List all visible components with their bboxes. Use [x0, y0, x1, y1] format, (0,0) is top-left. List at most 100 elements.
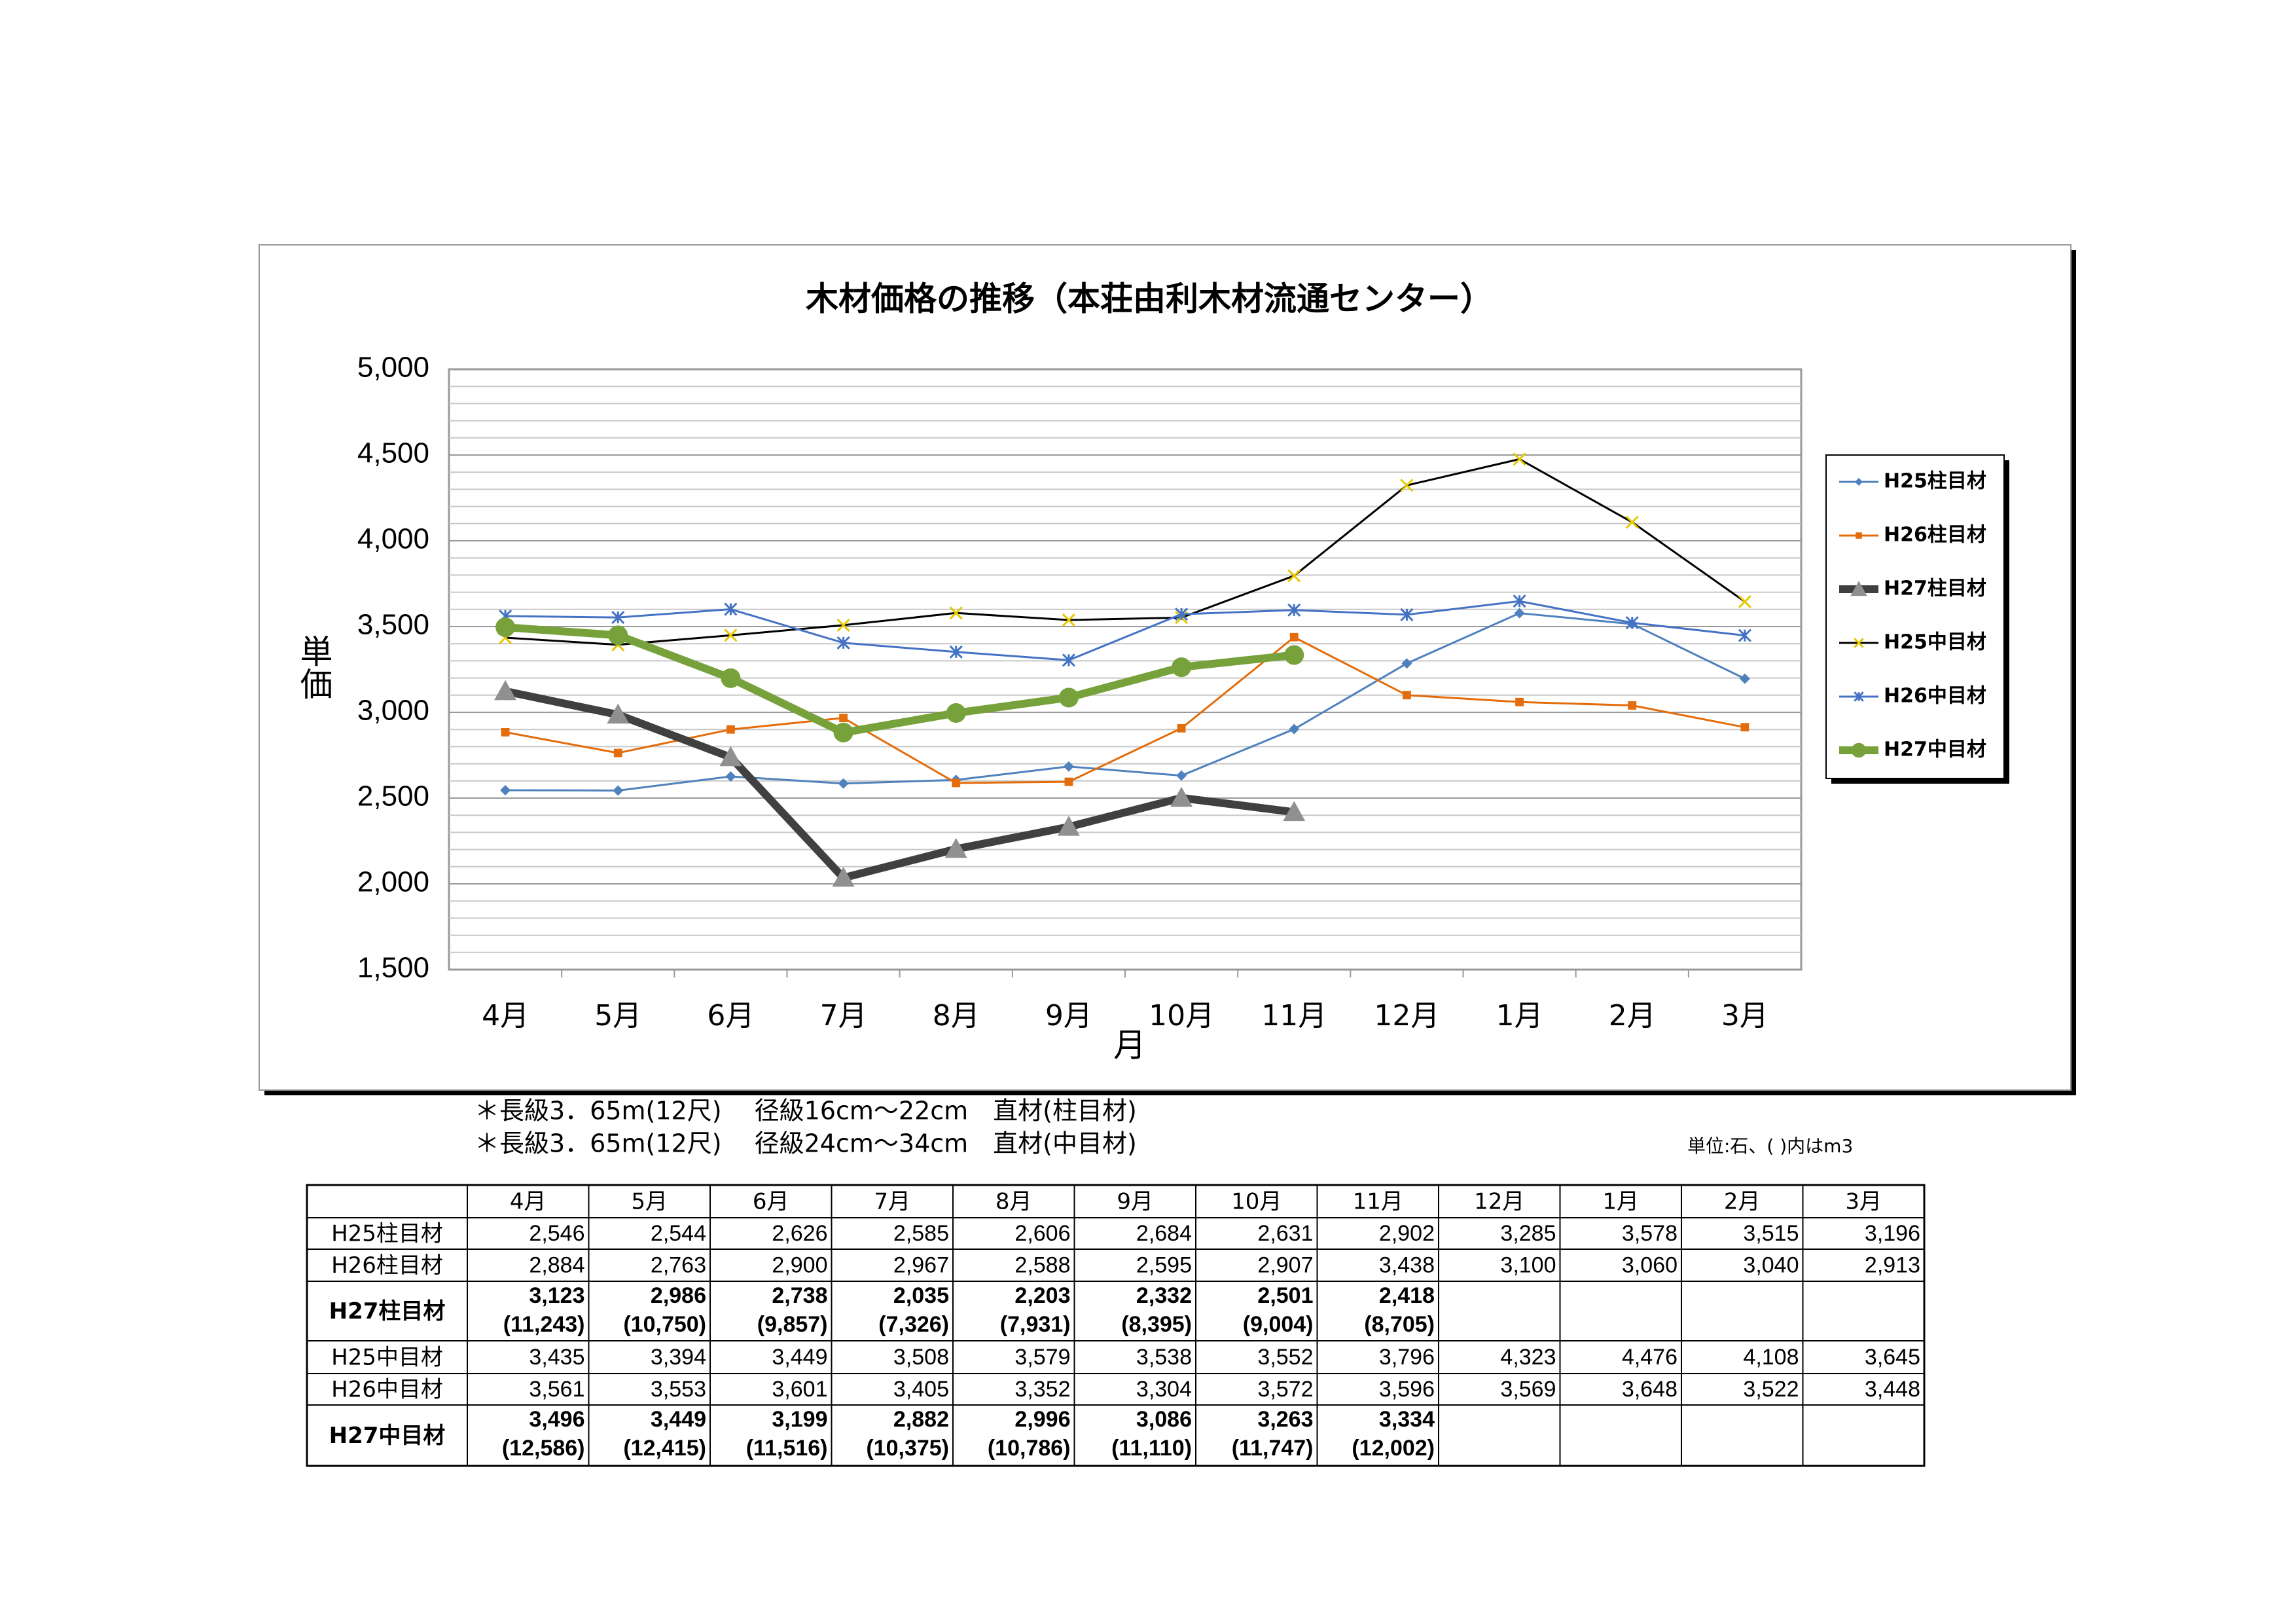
marker: [838, 778, 849, 789]
cell: 2,332: [1136, 1283, 1192, 1308]
y-tick-label: 2,000: [357, 866, 429, 898]
cell: 2,595: [1136, 1252, 1192, 1277]
legend-label: H27柱目材: [1884, 577, 1986, 600]
table-header: 2月: [1724, 1189, 1761, 1215]
cell-m3: (11,110): [1111, 1436, 1192, 1461]
cell: 3,448: [1865, 1377, 1920, 1402]
cell: 2,902: [1379, 1221, 1435, 1246]
marker: [611, 611, 625, 625]
cell-m3: (8,395): [1121, 1312, 1192, 1337]
marker: [1514, 608, 1525, 619]
unit-note: 単位:石、( )内はm3: [1687, 1135, 1853, 1157]
marker: [1401, 658, 1412, 669]
cell-m3: (7,326): [878, 1312, 949, 1337]
marker: [719, 746, 742, 767]
legend-label: H26中目材: [1884, 685, 1986, 708]
cell: 2,585: [893, 1221, 949, 1246]
marker: [607, 703, 630, 724]
cell: 3,449: [772, 1345, 827, 1370]
row-label: H27中目材: [329, 1423, 446, 1449]
cell: 3,579: [1014, 1345, 1070, 1370]
y-tick-label: 4,500: [357, 437, 429, 469]
marker: [1513, 452, 1526, 466]
marker: [1062, 653, 1075, 667]
cell: 3,596: [1379, 1377, 1435, 1402]
cell: 2,588: [1014, 1252, 1070, 1277]
marker: [1625, 515, 1639, 529]
marker: [495, 617, 516, 638]
marker: [1172, 657, 1192, 678]
cell: 3,572: [1257, 1377, 1313, 1402]
marker: [1856, 532, 1862, 539]
legend-label: H25柱目材: [1884, 470, 1986, 493]
legend-label: H27中目材: [1884, 739, 1986, 761]
y-tick-label: 3,500: [357, 609, 429, 641]
cell: 2,631: [1257, 1221, 1313, 1246]
cell: 3,100: [1500, 1252, 1556, 1277]
cell-m3: (10,375): [866, 1436, 949, 1461]
table-header: 7月: [874, 1189, 910, 1215]
cell: 3,648: [1622, 1377, 1677, 1402]
marker: [1515, 697, 1524, 706]
cell: 3,086: [1136, 1407, 1192, 1432]
cell: 2,626: [772, 1221, 827, 1246]
cell: 3,561: [529, 1377, 584, 1402]
row-label: H26中目材: [331, 1377, 443, 1403]
cell: 3,645: [1865, 1345, 1920, 1370]
cell: 3,601: [772, 1377, 827, 1402]
marker: [724, 602, 738, 616]
table-header: 4月: [510, 1189, 547, 1215]
cell: 3,538: [1136, 1345, 1192, 1370]
cell: 3,352: [1014, 1377, 1070, 1402]
marker: [952, 778, 961, 788]
note: ＊長級3．65m(12尺) 径級24cm～34cm 直材(中目材): [475, 1129, 1137, 1158]
x-tick-label: 3月: [1721, 999, 1768, 1032]
cell: 2,967: [893, 1252, 949, 1277]
x-tick-label: 5月: [594, 999, 641, 1032]
cell: 3,508: [893, 1345, 949, 1370]
cell: 2,907: [1257, 1252, 1313, 1277]
marker: [946, 703, 966, 723]
cell: 3,522: [1743, 1377, 1799, 1402]
table-header: 6月: [753, 1189, 789, 1215]
marker: [1062, 613, 1075, 627]
marker: [949, 606, 963, 620]
cell-m3: (9,004): [1243, 1312, 1314, 1337]
marker: [1289, 632, 1299, 642]
cell: 3,438: [1379, 1252, 1435, 1277]
x-tick-label: 7月: [820, 999, 867, 1032]
cell-m3: (7,931): [1000, 1312, 1071, 1337]
x-tick-label: 12月: [1374, 999, 1439, 1032]
cell: 3,449: [651, 1407, 706, 1432]
marker: [1289, 723, 1300, 735]
cell: 2,544: [651, 1221, 706, 1246]
table-header: 1月: [1602, 1189, 1639, 1215]
cell: 3,496: [529, 1407, 584, 1432]
table-header: 8月: [996, 1189, 1032, 1215]
marker: [1287, 569, 1301, 583]
cell: 2,203: [1014, 1283, 1070, 1308]
cell: 3,578: [1622, 1221, 1677, 1246]
row-label: H27柱目材: [329, 1298, 446, 1324]
chart-title: 木材価格の推移（本荘由利木材流通センター）: [806, 280, 1493, 318]
x-tick-label: 10月: [1149, 999, 1214, 1032]
marker: [1058, 687, 1079, 708]
series-line: [505, 600, 1746, 661]
marker: [1854, 638, 1864, 648]
cell: 3,285: [1500, 1221, 1556, 1246]
marker: [725, 771, 736, 782]
marker: [613, 785, 624, 796]
cell: 2,684: [1136, 1221, 1192, 1246]
marker: [833, 722, 853, 742]
marker: [1400, 479, 1414, 492]
marker: [1851, 742, 1867, 758]
marker: [613, 748, 622, 757]
marker: [1854, 691, 1864, 702]
marker: [1284, 645, 1304, 665]
series-line: [505, 623, 1295, 737]
series-line: [505, 458, 1746, 646]
marker: [1283, 801, 1306, 822]
cell-m3: (12,415): [623, 1436, 706, 1461]
cell-m3: (8,705): [1364, 1312, 1435, 1337]
marker: [721, 668, 741, 688]
